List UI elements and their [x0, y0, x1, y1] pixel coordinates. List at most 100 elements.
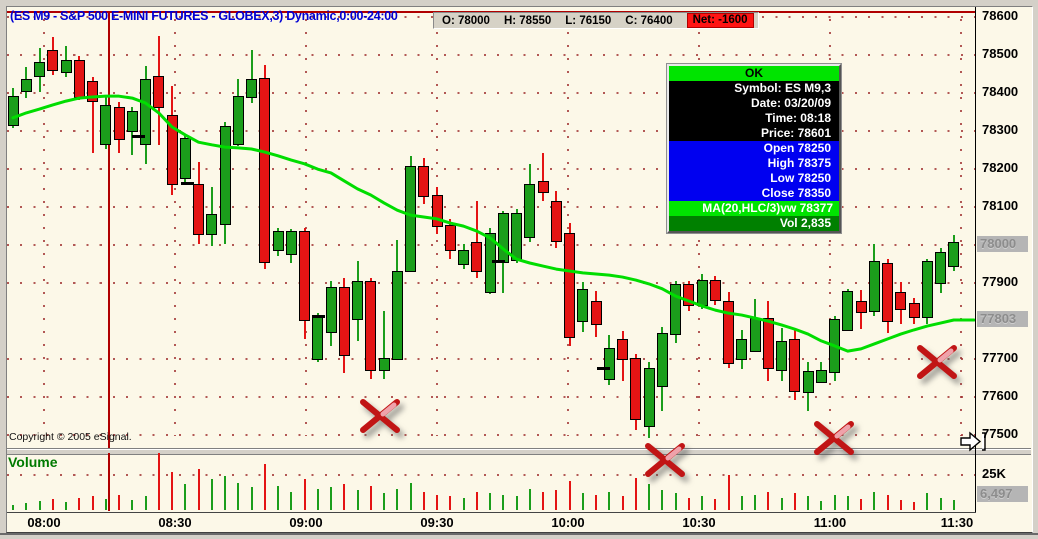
price-gridline: [7, 54, 975, 56]
candle-body: [299, 231, 310, 321]
info-row: Time: 08:18: [669, 111, 839, 126]
candle-body: [87, 80, 98, 102]
volume-bar: [396, 488, 399, 510]
price-axis[interactable]: 78600 78500 78400 78300 78200 78100 78000 77900…: [975, 7, 1033, 512]
red-vertical-line[interactable]: [108, 453, 110, 511]
quote-item: C: 76400: [625, 14, 673, 27]
candle-body: [484, 232, 496, 294]
info-volume-row: Vol 2,835: [669, 216, 839, 231]
info-row: Price: 78601: [669, 126, 839, 141]
pane-divider[interactable]: [7, 448, 1031, 455]
candle-body: [47, 50, 59, 72]
candle-body: [590, 300, 602, 326]
candle-body: [564, 232, 575, 338]
candle-body: [683, 283, 695, 307]
volume-bar: [648, 484, 650, 510]
red-vertical-line[interactable]: [108, 11, 110, 448]
price-gridline: [7, 434, 975, 436]
open-tick-dash: [492, 260, 505, 263]
volume-bar: [634, 477, 637, 510]
candle-body: [312, 315, 324, 360]
red-x-annotation[interactable]: [352, 387, 408, 443]
candle-body: [431, 194, 443, 227]
volume-pane[interactable]: [7, 453, 976, 512]
red-x-annotation[interactable]: [806, 409, 862, 465]
candle-body: [643, 367, 655, 427]
volume-bar: [330, 487, 332, 510]
time-gridline: [174, 19, 176, 436]
volume-bar: [833, 494, 836, 510]
volume-bar: [555, 490, 558, 510]
candle-body: [802, 370, 814, 394]
volume-bar: [714, 498, 717, 510]
volume-bar: [489, 493, 491, 510]
candle-body: [537, 180, 549, 193]
mouse-cursor-icon: [960, 431, 986, 452]
volume-bar: [51, 498, 54, 510]
price-tick-label: 77700: [982, 350, 1019, 365]
time-axis-label: 08:00: [27, 515, 61, 530]
candle-body: [153, 76, 165, 109]
price-tick-label: 78600: [982, 8, 1019, 23]
candle-body: [511, 212, 522, 261]
volume-bar: [12, 505, 14, 510]
candle-body: [444, 225, 456, 251]
info-row: Symbol: ES M9,3: [669, 81, 839, 96]
price-tick-label: 78100: [982, 198, 1019, 213]
candle-body: [670, 283, 681, 336]
volume-bar: [78, 497, 81, 510]
volume-bar: [754, 494, 756, 510]
volume-bar: [952, 500, 955, 510]
volume-bar: [568, 481, 571, 510]
volume-bar: [515, 496, 518, 510]
candle-body: [232, 95, 244, 146]
candle-body: [882, 263, 893, 322]
candle-wick: [250, 50, 253, 104]
volume-bar: [926, 493, 929, 510]
candle-body: [325, 286, 337, 334]
candle-body: [338, 286, 350, 357]
candle-body: [352, 280, 363, 320]
time-axis-label: 09:00: [289, 515, 323, 530]
info-quote-rows: Symbol: ES M9,3 Date: 03/20/09 Time: 08:18…: [669, 81, 839, 141]
candle-body: [219, 126, 231, 226]
volume-bar: [939, 497, 942, 510]
price-pane[interactable]: [7, 7, 976, 448]
volume-bar: [303, 479, 306, 510]
volume-bar: [502, 494, 505, 510]
candle-body: [391, 270, 403, 360]
time-axis-label: 08:30: [158, 515, 192, 530]
red-x-annotation[interactable]: [637, 431, 693, 487]
volume-bar: [277, 485, 279, 510]
volume-bar: [581, 493, 584, 510]
volume-bar: [542, 491, 544, 510]
time-axis-label: 11:30: [940, 515, 974, 530]
candle-body: [179, 137, 191, 180]
volume-bar: [131, 500, 134, 510]
price-gridline: [7, 358, 975, 360]
candle-body: [829, 318, 840, 373]
volume-bar: [793, 493, 796, 510]
candle-body: [656, 333, 668, 387]
candle-body: [418, 165, 430, 197]
candle-wick: [542, 152, 544, 202]
volume-bar: [687, 497, 690, 510]
volume-bar: [462, 497, 465, 510]
candle-body: [100, 105, 112, 146]
time-axis[interactable]: 08:00 08:30 09:00 09:30 10:00 10:30 11:00 11:30: [7, 512, 976, 533]
candle-body: [73, 59, 85, 98]
volume-bar: [263, 464, 266, 510]
volume-pane-title: Volume: [8, 454, 58, 470]
volume-bar: [144, 496, 147, 510]
volume-bar: [290, 491, 293, 510]
quote-item: O: 78000: [442, 14, 490, 27]
candle-body: [921, 261, 933, 319]
candle-body: [776, 340, 787, 371]
volume-scale-label: 25K: [982, 466, 1006, 481]
candle-body: [789, 339, 801, 393]
candle-body: [272, 231, 284, 251]
red-x-annotation[interactable]: [909, 333, 965, 389]
time-axis-label: 10:00: [551, 515, 585, 530]
volume-bar: [25, 503, 28, 510]
price-tick-label: 77500: [982, 426, 1019, 441]
